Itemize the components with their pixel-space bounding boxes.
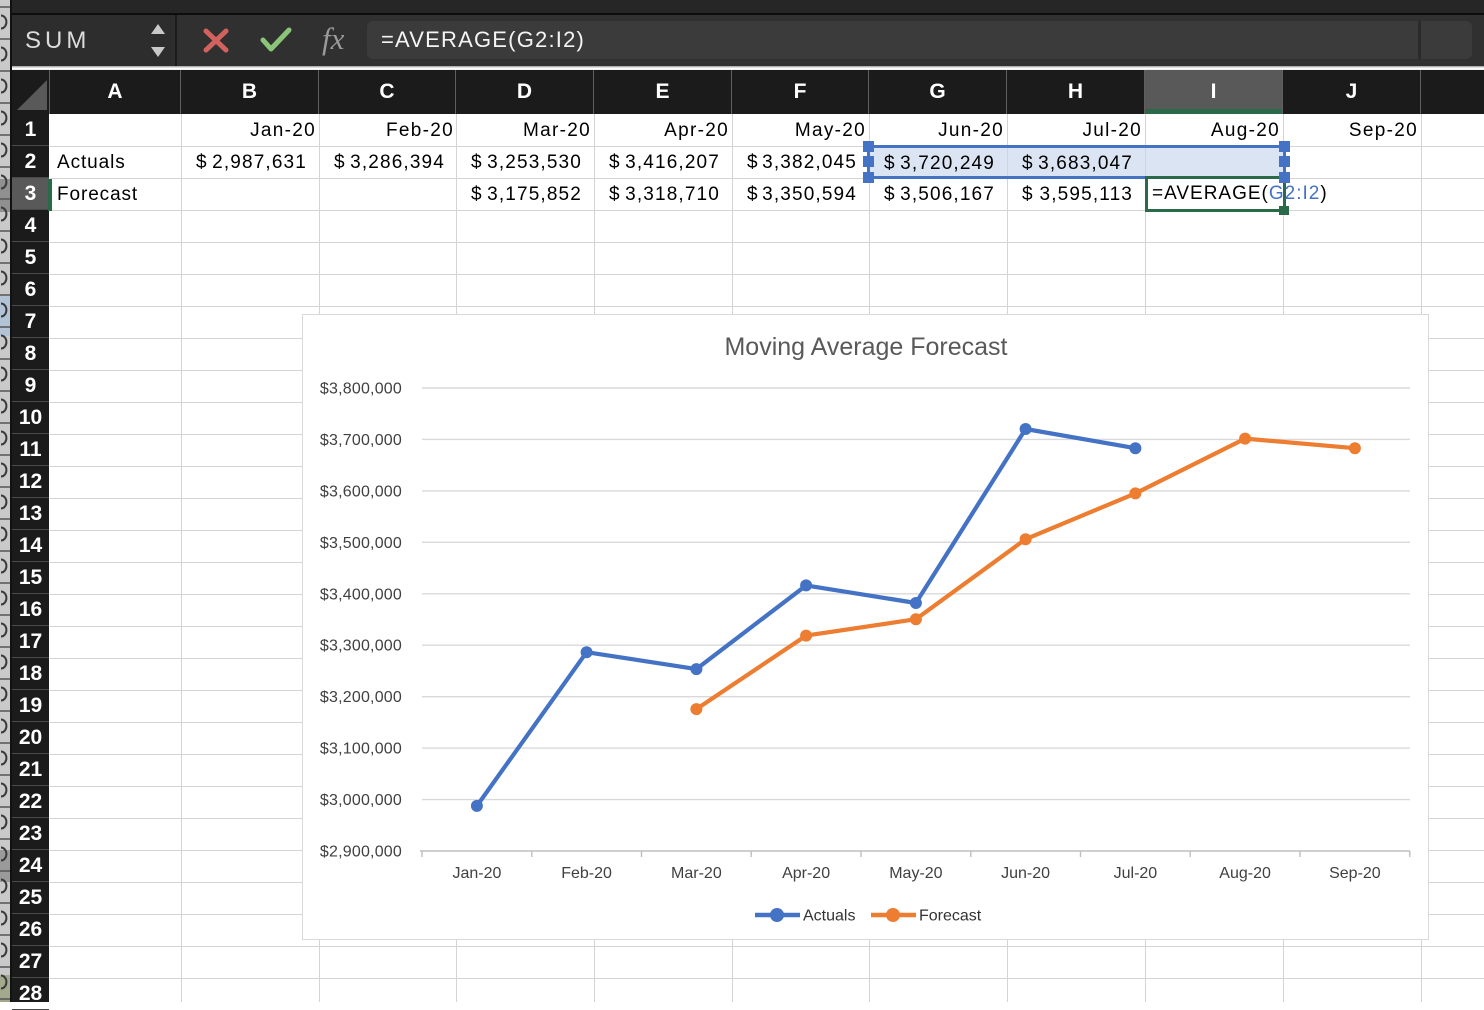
svg-text:Jul-20: Jul-20 xyxy=(1114,865,1158,882)
svg-text:Apr-20: Apr-20 xyxy=(782,865,830,882)
svg-text:May-20: May-20 xyxy=(889,865,942,882)
svg-text:Sep-20: Sep-20 xyxy=(1329,865,1381,882)
svg-text:$2,900,000: $2,900,000 xyxy=(320,844,402,861)
svg-text:Aug-20: Aug-20 xyxy=(1219,865,1271,882)
svg-text:Feb-20: Feb-20 xyxy=(561,865,612,882)
svg-text:$3,300,000: $3,300,000 xyxy=(320,638,402,655)
svg-text:$3,100,000: $3,100,000 xyxy=(320,741,402,758)
svg-text:Jan-20: Jan-20 xyxy=(452,865,501,882)
svg-text:$3,700,000: $3,700,000 xyxy=(320,432,402,449)
svg-text:$3,500,000: $3,500,000 xyxy=(320,535,402,552)
svg-text:$3,800,000: $3,800,000 xyxy=(320,381,402,398)
svg-text:Actuals: Actuals xyxy=(803,908,855,925)
svg-text:Jun-20: Jun-20 xyxy=(1001,865,1050,882)
svg-text:$3,400,000: $3,400,000 xyxy=(320,586,402,603)
svg-text:Mar-20: Mar-20 xyxy=(671,865,722,882)
svg-text:$3,600,000: $3,600,000 xyxy=(320,483,402,500)
svg-text:Moving Average Forecast: Moving Average Forecast xyxy=(724,333,1007,361)
svg-text:$3,000,000: $3,000,000 xyxy=(320,792,402,809)
svg-text:$3,200,000: $3,200,000 xyxy=(320,689,402,706)
svg-text:Forecast: Forecast xyxy=(919,908,982,925)
